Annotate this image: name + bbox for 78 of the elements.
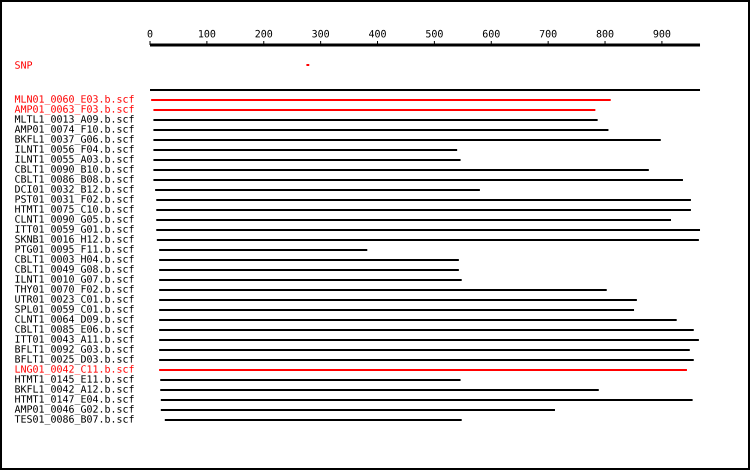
bar (159, 308, 634, 311)
bar (159, 318, 677, 321)
x-tick-label: 900 (654, 30, 670, 38)
bar (156, 238, 699, 241)
bar (153, 108, 596, 111)
bar (164, 418, 462, 421)
y-tick-label: BFLT1_0025_D03.b.scf (15, 355, 134, 365)
y-tick-label: CBLT1_0085_E06.b.scf (15, 325, 134, 335)
y-tick-label: CBLT1_0003_H04.b.scf (15, 255, 134, 265)
bar (160, 408, 555, 411)
bar (159, 288, 607, 291)
bar (153, 178, 683, 181)
y-tick-label: ILNT1_0056_F04.b.scf (16, 145, 134, 155)
bar (159, 268, 459, 271)
y-tick-label: BFLT1_0092_G03.b.scf (15, 345, 134, 355)
x-tick-label: 200 (256, 30, 272, 38)
y-tick-label: ILNT1_0055_A03.b.scf (16, 155, 134, 165)
x-tick-label: 600 (482, 30, 500, 38)
bar (159, 348, 690, 351)
bar (159, 358, 694, 361)
bar (153, 128, 608, 131)
y-tick-label: SNP (15, 61, 32, 69)
y-tick-label: HTMT1_0075_C10.b.scf (15, 205, 134, 215)
bar (155, 188, 480, 191)
bar (153, 138, 661, 141)
bar (153, 148, 458, 151)
x-tick-label: 400 (369, 30, 386, 38)
bar (156, 198, 691, 201)
y-tick-label: CLNT1_0090_G05.b.scf (15, 215, 134, 225)
y-tick-label: DCI01_0032_B12.b.scf (15, 185, 134, 195)
x-tick-label: 300 (312, 30, 329, 38)
bar (153, 118, 598, 121)
y-tick-label: UTR01_0023_C01.b.scf (15, 295, 134, 305)
y-tick-label: BKFL1_0037_G06.b.scf (15, 135, 134, 145)
y-tick-label: AMP01_0063_F03.b.scf (14, 105, 134, 115)
x-tick-label: 100 (199, 30, 216, 38)
x-tick-label: 800 (596, 30, 614, 38)
bar (160, 398, 693, 401)
y-tick-label: AMP01_0074_F10.b.scf (14, 125, 134, 135)
bar (156, 218, 672, 221)
bar (156, 208, 691, 211)
y-tick-label: MLTL1_0013_A09.b.scf (14, 115, 134, 125)
y-tick-label: PST01_0031_F02.b.scf (15, 195, 134, 205)
bar (160, 378, 461, 381)
bar (159, 278, 462, 281)
y-tick-label: CBLT1_0090_B10.b.scf (15, 165, 134, 175)
y-tick-label: BKFL1_0042_A12.b.scf (15, 385, 134, 395)
bar (159, 248, 368, 251)
y-tick-label: ILNT1_0010_G07.b.scf (16, 275, 134, 285)
y-tick-label: ITT01_0059_G01.b.scf (16, 225, 134, 235)
bar (159, 298, 637, 301)
bar (160, 388, 599, 391)
bar (153, 168, 649, 171)
bar (151, 98, 611, 101)
y-tick-label: CLNT1_0064_D09.b.scf (15, 315, 134, 325)
bar (153, 158, 461, 161)
y-tick-label: PTG01_0095_F11.b.scf (15, 245, 134, 255)
y-tick-label: CBLT1_0049_G08.b.scf (15, 265, 134, 275)
y-tick-label: MLN01_0060_E03.b.scf (14, 95, 134, 105)
x-tick-label: 700 (540, 30, 557, 38)
bar (159, 338, 699, 341)
y-tick-label: HTMT1_0147_E04.b.scf (15, 395, 134, 405)
y-tick-label: AMP01_0046_G02.b.scf (14, 405, 134, 415)
bar (150, 88, 700, 91)
x-tick-label: 0 (148, 30, 152, 38)
y-tick-label: THY01_0070_F02.b.scf (14, 285, 134, 295)
x-tick-label: 500 (426, 30, 443, 38)
y-tick-label: SPL01_0059_C01.b.scf (15, 305, 134, 315)
y-tick-label: TES01_0086_B07.b.scf (14, 415, 134, 425)
bar (159, 328, 694, 331)
y-tick-label: SKNB1_0016_H12.b.scf (15, 235, 134, 245)
bar (159, 258, 459, 261)
y-tick-label: LNG01_0042_C11.b.scf (16, 365, 134, 375)
bar (156, 228, 700, 231)
y-tick-label: HTMT1_0145_E11.b.scf (15, 375, 134, 385)
y-tick-label: ITT01_0043_A11.b.scf (16, 335, 134, 345)
y-tick-label: CBLT1_0086_B08.b.scf (15, 175, 134, 185)
bar (159, 368, 687, 371)
